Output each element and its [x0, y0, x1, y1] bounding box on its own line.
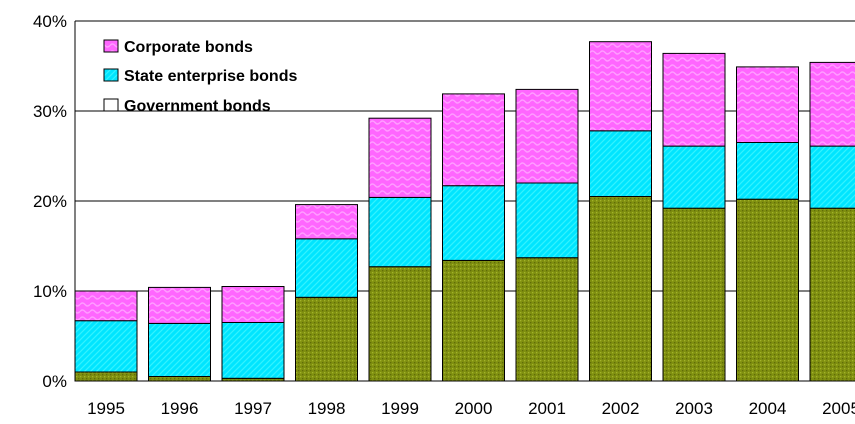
bar-corporate-bonds-2000 [442, 93, 505, 187]
legend-swatch [103, 98, 119, 112]
bar-government-bonds-2005 [809, 207, 855, 382]
bar-state-enterprise-bonds-2001 [515, 182, 579, 259]
legend-swatch [103, 68, 119, 82]
bar-state-enterprise-bonds-1997 [221, 322, 285, 379]
x-tick-label: 1999 [381, 399, 419, 418]
bar-government-bonds-2003 [662, 207, 726, 382]
bar-government-bonds-2001 [515, 257, 579, 382]
y-tick-labels: 0% 10% 20% 30% 40% [33, 12, 67, 391]
x-tick-label: 1997 [234, 399, 272, 418]
bar-state-enterprise-bonds-1999 [368, 196, 432, 268]
y-tick-label: 30% [33, 102, 67, 121]
bar-state-enterprise-bonds-2003 [662, 145, 726, 209]
bar-corporate-bonds-2002 [589, 41, 652, 132]
bar-government-bonds-2002 [589, 196, 652, 382]
legend-swatch [103, 39, 119, 53]
bar-government-bonds-1998 [295, 296, 358, 382]
bar-government-bonds-2000 [442, 259, 505, 382]
bar-corporate-bonds-2003 [662, 52, 726, 147]
legend-label: State enterprise bonds [124, 68, 297, 85]
bar-corporate-bonds-1997 [221, 286, 285, 323]
bar-government-bonds-1996 [148, 376, 211, 382]
bar-government-bonds-1995 [74, 371, 138, 382]
x-tick-label: 1996 [161, 399, 199, 418]
y-tick-label: 40% [33, 12, 67, 31]
legend-label: Corporate bonds [124, 39, 253, 56]
bar-corporate-bonds-1999 [368, 117, 432, 198]
bar-state-enterprise-bonds-2000 [442, 185, 505, 261]
x-tick-label: 2002 [602, 399, 640, 418]
bar-state-enterprise-bonds-1996 [148, 322, 211, 377]
bar-state-enterprise-bonds-2002 [589, 130, 652, 197]
x-tick-labels: 1995 1996 1997 1998 1999 2000 2001 2002 2003 2004… [87, 399, 855, 418]
legend: Corporate bonds State enterprise bonds Gov… [103, 39, 297, 115]
bar-state-enterprise-bonds-1995 [74, 320, 138, 373]
x-tick-label: 2000 [455, 399, 493, 418]
bar-state-enterprise-bonds-2004 [736, 142, 799, 200]
bar-government-bonds-2004 [736, 198, 799, 382]
x-tick-label: 2003 [675, 399, 713, 418]
y-tick-label: 0% [42, 372, 67, 391]
bar-corporate-bonds-1996 [148, 286, 211, 324]
x-tick-label: 2001 [528, 399, 566, 418]
x-tick-label: 1998 [308, 399, 346, 418]
bar-corporate-bonds-2005 [809, 61, 855, 147]
bar-state-enterprise-bonds-1998 [295, 238, 358, 298]
y-tick-label: 20% [33, 192, 67, 211]
bar-government-bonds-1999 [368, 266, 432, 382]
bar-corporate-bonds-2004 [736, 66, 799, 143]
x-tick-label: 2004 [749, 399, 787, 418]
legend-label: Government bonds [124, 98, 271, 115]
bar-state-enterprise-bonds-2005 [809, 145, 855, 209]
x-tick-label: 2005 [822, 399, 855, 418]
bar-corporate-bonds-1998 [295, 204, 358, 240]
bar-corporate-bonds-2001 [515, 88, 579, 184]
x-tick-label: 1995 [87, 399, 125, 418]
bars [74, 41, 855, 382]
bar-corporate-bonds-1995 [74, 290, 138, 322]
y-tick-label: 10% [33, 282, 67, 301]
